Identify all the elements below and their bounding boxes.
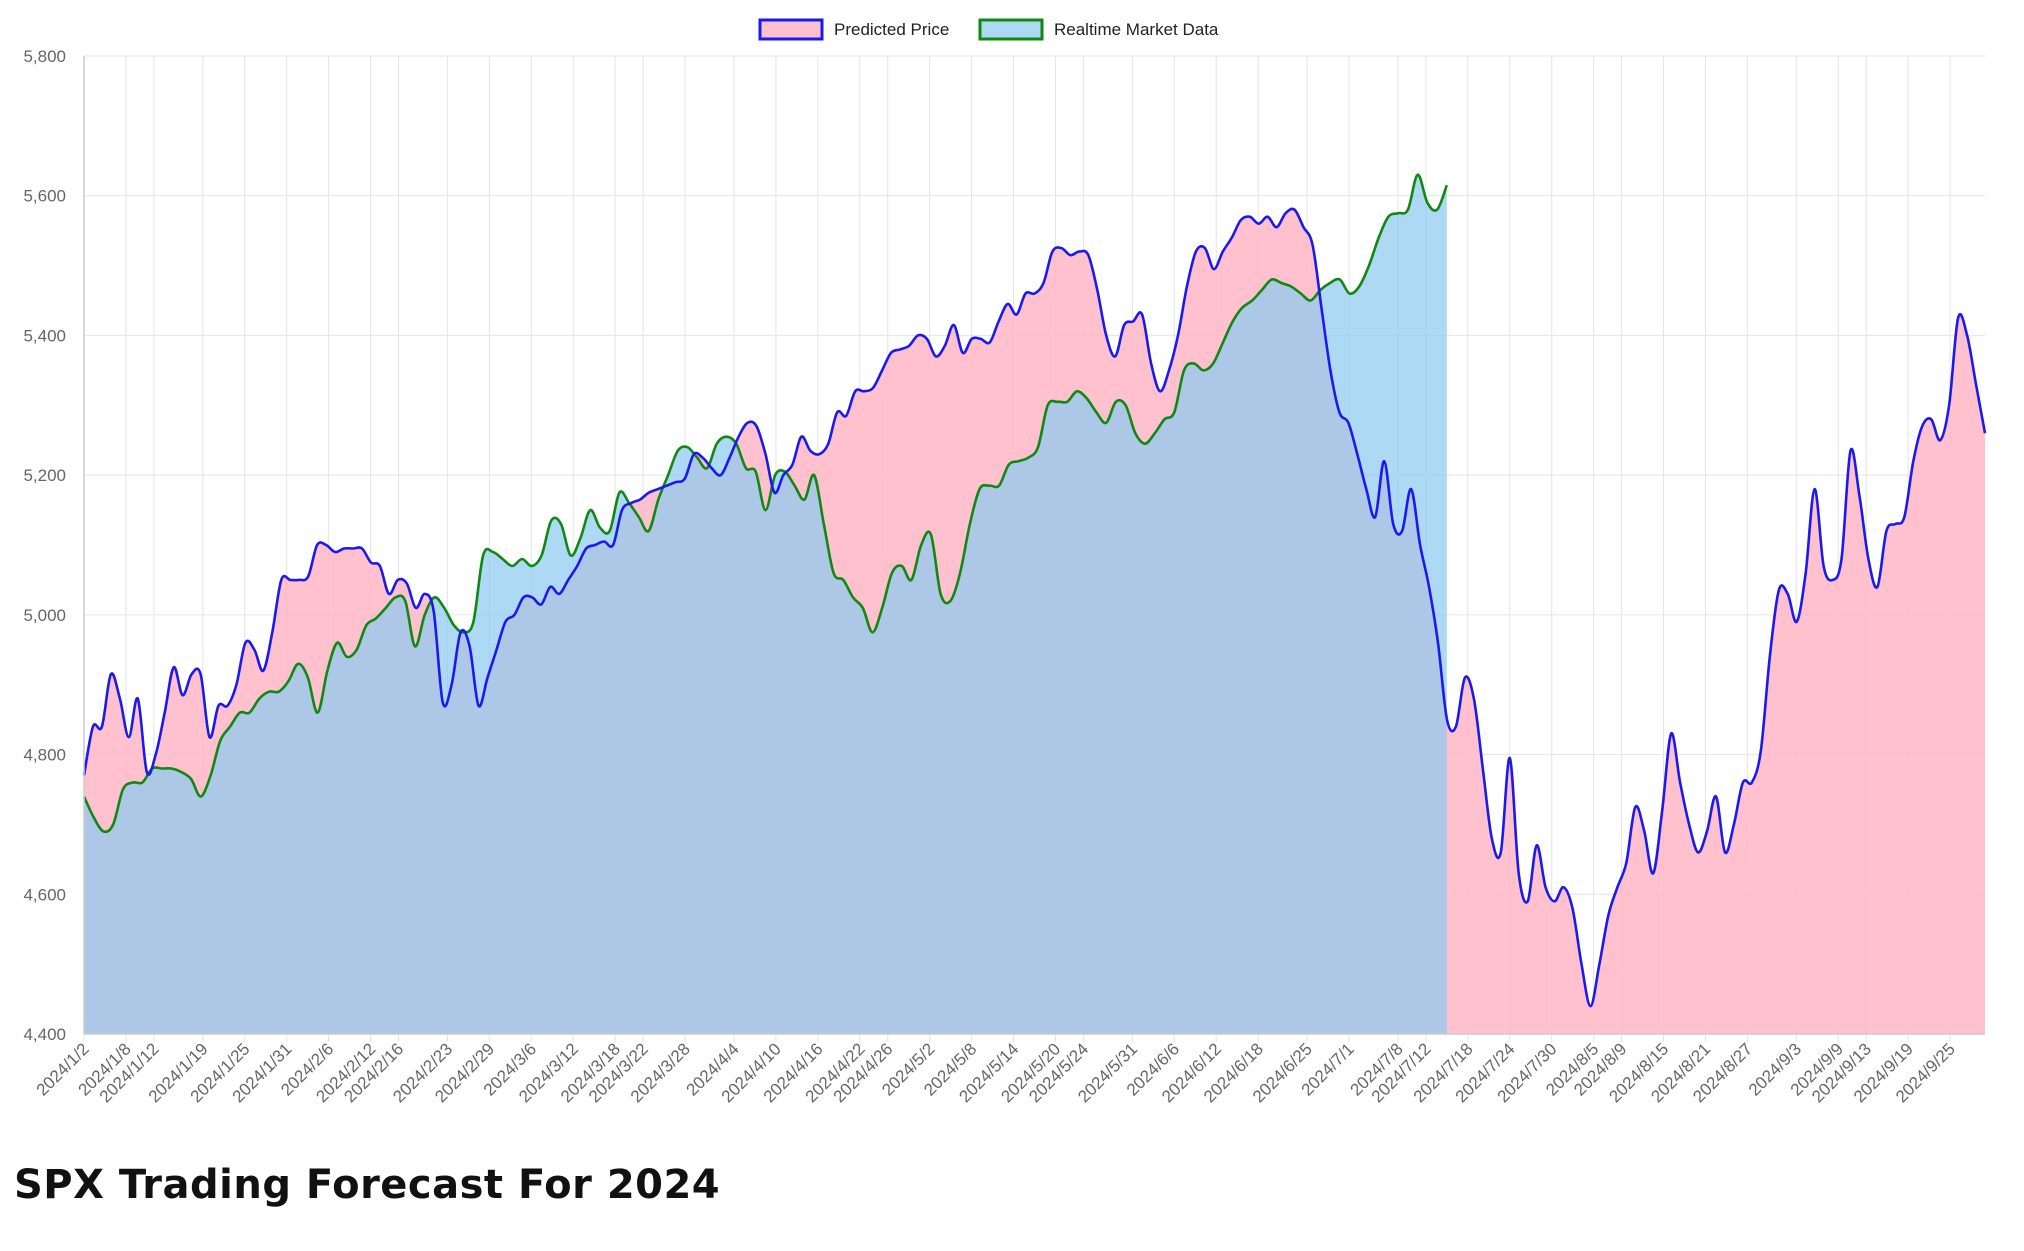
legend-swatch-predicted (758, 18, 824, 41)
legend-item-market[interactable]: Realtime Market Data (978, 18, 1219, 41)
y-tick-label: 5,800 (23, 47, 66, 66)
market-line (82, 173, 1449, 834)
y-tick-label: 4,800 (23, 746, 66, 765)
page-title: SPX Trading Forecast For 2024 (14, 1162, 721, 1208)
legend-swatch-market (978, 18, 1044, 41)
chart-series-areas (84, 174, 1985, 1035)
y-tick-label: 4,400 (23, 1025, 66, 1044)
predicted-line (82, 207, 1987, 1008)
legend-label-market: Realtime Market Data (1054, 20, 1219, 39)
legend-label-predicted: Predicted Price (834, 20, 949, 39)
legend-item-predicted[interactable]: Predicted Price (758, 18, 949, 41)
y-tick-label: 5,400 (23, 326, 66, 345)
y-tick-label: 5,600 (23, 187, 66, 206)
chart-legend: Predicted Price Realtime Market Data (758, 18, 1219, 41)
y-tick-label: 5,000 (23, 606, 66, 625)
y-tick-label: 4,600 (23, 885, 66, 904)
chart-series-lines (82, 173, 1987, 1008)
y-tick-label: 5,200 (23, 466, 66, 485)
market-area (84, 174, 1447, 1035)
